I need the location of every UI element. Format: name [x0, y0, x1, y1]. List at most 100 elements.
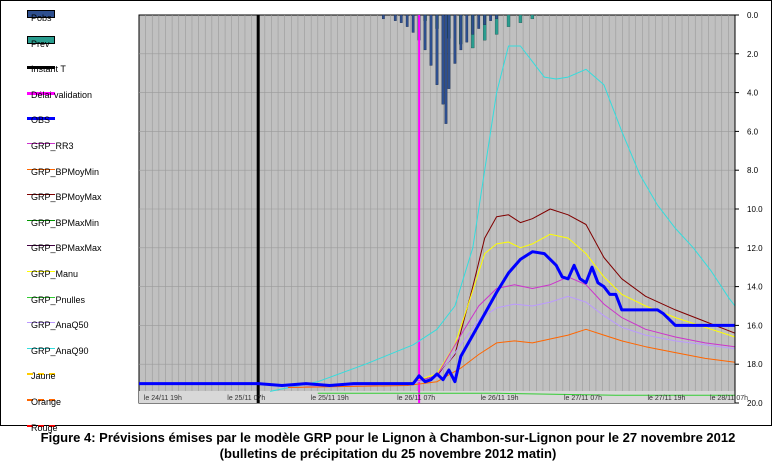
- series-line: [287, 295, 736, 388]
- legend-label: Instant T: [31, 64, 66, 75]
- y-tick-label: 0.0: [747, 11, 759, 20]
- legend-entry: GRP_BPMaxMax: [5, 235, 135, 255]
- y-tick-label: 4.0: [747, 89, 759, 98]
- y-tick-label: 8.0: [747, 166, 759, 175]
- rain-obs-bar: [411, 14, 415, 33]
- legend-swatch: [27, 322, 55, 324]
- legend-entry: GRP_BPMoyMax: [5, 184, 135, 204]
- x-tick-label: le 25/11 07h: [227, 395, 265, 402]
- legend-swatch: [27, 424, 55, 427]
- legend-swatch: [27, 296, 55, 298]
- legend-entry: GRP_BPMaxMin: [5, 210, 135, 230]
- rain-obs-bar: [453, 14, 457, 64]
- y-tick-label: 12.0: [747, 244, 763, 253]
- figure-frame: Pobs Prev Instant T Délai validation OBS GRP_…: [0, 0, 772, 433]
- legend-swatch: [27, 245, 55, 247]
- caption-line-1: Figure 4: Prévisions émises par le modèl…: [40, 430, 736, 445]
- rain-obs-bar: [447, 14, 451, 89]
- caption-line-2: (bulletins de précipitation du 25 novemb…: [219, 446, 557, 461]
- legend-label: Pobs: [31, 13, 52, 23]
- legend-swatch: [27, 66, 55, 70]
- x-axis-band: [139, 391, 735, 403]
- x-tick-label: le 28/11 07h: [710, 395, 748, 402]
- rain-obs-bar: [459, 14, 463, 51]
- legend-label: GRP_Manu: [31, 269, 79, 279]
- rain-obs-bar: [483, 14, 487, 25]
- legend: Pobs Prev Instant T Délai validation OBS GRP_…: [5, 5, 135, 433]
- x-tick-label: le 27/11 19h: [647, 395, 685, 402]
- rain-prev-bar: [506, 14, 511, 27]
- series-line: [287, 276, 736, 388]
- legend-label: Prev: [31, 38, 50, 49]
- legend-label: OBS: [31, 115, 51, 126]
- legend-label: GRP_BPMoyMax: [31, 192, 102, 203]
- rain-obs-bar: [393, 14, 397, 21]
- y-tick-label: 18.0: [747, 360, 763, 369]
- legend-entry: Délai validation: [5, 82, 135, 102]
- legend-swatch: [27, 194, 55, 196]
- legend-entry: OBS: [5, 107, 135, 127]
- legend-entry: Jaune: [5, 363, 135, 383]
- legend-label: GRP_BPMaxMin: [31, 217, 100, 228]
- rain-obs-bar: [435, 14, 439, 85]
- legend-swatch: [27, 143, 55, 144]
- legend-label: Rouge: [31, 422, 58, 433]
- legend-swatch: [27, 168, 55, 170]
- x-tick-label: le 26/11 19h: [481, 395, 519, 402]
- rain-prev-bar: [530, 14, 535, 20]
- legend-entry: Prev: [5, 31, 135, 51]
- legend-entry: Orange: [5, 389, 135, 409]
- legend-swatch: [27, 219, 55, 221]
- legend-label: GRP_Pnulles: [31, 294, 86, 305]
- rain-prev-bar: [518, 14, 523, 23]
- y-tick-label: 6.0: [747, 127, 759, 136]
- legend-label: Orange: [31, 397, 62, 407]
- rain-obs-bar: [465, 14, 469, 43]
- x-tick-label: le 27/11 07h: [564, 395, 602, 402]
- rain-obs-bar: [405, 14, 409, 27]
- rain-obs-bar: [382, 14, 385, 20]
- y-tick-label: 10.0: [747, 205, 763, 214]
- rain-obs-bar: [471, 14, 475, 35]
- y-tick-label: 16.0: [747, 321, 763, 330]
- legend-swatch: [27, 271, 55, 272]
- legend-entry: Instant T: [5, 56, 135, 76]
- legend-label: GRP_AnaQ50: [31, 320, 89, 331]
- series-line: [139, 250, 735, 387]
- x-tick-label: le 24/11 19h: [144, 395, 182, 402]
- legend-swatch: [27, 10, 55, 18]
- rain-obs-bar: [477, 14, 481, 29]
- legend-entry: GRP_Manu: [5, 261, 135, 281]
- legend-entry: GRP_BPMoyMin: [5, 159, 135, 179]
- legend-swatch: [27, 91, 55, 95]
- legend-label: GRP_RR3: [31, 141, 74, 151]
- y-tick-label: 2.0: [747, 50, 759, 59]
- y-tick-label: 20.0: [747, 399, 763, 408]
- legend-swatch: [27, 399, 55, 401]
- legend-label: GRP_AnaQ90: [31, 345, 89, 356]
- legend-label: Délai validation: [31, 89, 93, 100]
- y-tick-label: 14.0: [747, 283, 763, 292]
- legend-swatch: [27, 117, 55, 121]
- series-line: [287, 208, 736, 388]
- x-tick-label: le 26/11 07h: [397, 395, 435, 402]
- figure-caption: Figure 4: Prévisions émises par le modèl…: [0, 430, 776, 462]
- series-line: [270, 45, 736, 392]
- rain-obs-bar: [441, 14, 445, 105]
- legend-entry: GRP_AnaQ90: [5, 338, 135, 358]
- legend-label: Jaune: [31, 371, 56, 382]
- rain-obs-bar: [495, 14, 498, 20]
- legend-swatch: [27, 347, 55, 349]
- legend-label: GRP_BPMaxMax: [31, 243, 102, 254]
- rain-obs-bar: [489, 14, 492, 21]
- series-line: [317, 392, 735, 396]
- x-tick-label: le 25/11 19h: [311, 395, 349, 402]
- legend-entry: GRP_RR3: [5, 133, 135, 153]
- legend-label: GRP_BPMoyMin: [31, 166, 100, 177]
- legend-entry: GRP_AnaQ50: [5, 312, 135, 332]
- legend-swatch: [27, 35, 55, 44]
- rain-obs-bar: [444, 14, 448, 124]
- legend-swatch: [27, 373, 55, 376]
- legend-entry: GRP_Pnulles: [5, 287, 135, 307]
- rain-obs-bar: [399, 14, 403, 23]
